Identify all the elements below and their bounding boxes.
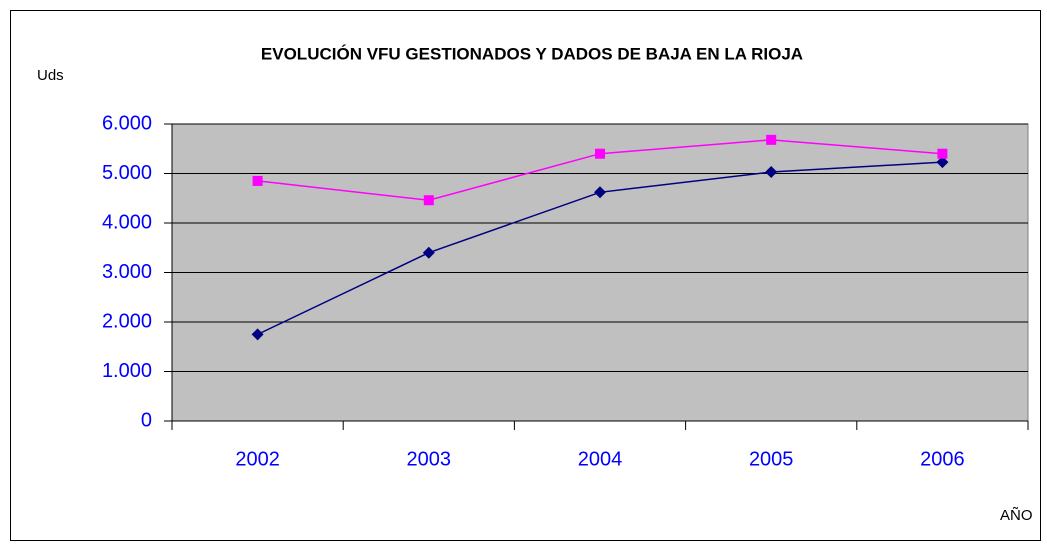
marker (936, 156, 949, 169)
marker (252, 175, 263, 186)
y-tick-label: 0 (141, 409, 152, 431)
y-tick-label: 3.000 (102, 261, 152, 283)
x-axis-label: AÑO (1000, 507, 1033, 524)
x-tick-label: 2004 (578, 448, 623, 470)
y-tick-label: 5.000 (102, 162, 152, 184)
y-axis-label: Uds (37, 67, 64, 84)
chart-title: EVOLUCIÓN VFU GESTIONADOS Y DADOS DE BAJ… (261, 44, 803, 63)
marker (937, 148, 948, 159)
marker (765, 166, 778, 179)
x-tick-label: 2003 (407, 448, 452, 470)
y-tick-label: 4.000 (102, 211, 152, 233)
y-tick-label: 6.000 (102, 112, 152, 134)
marker (422, 246, 435, 259)
x-tick-label: 2006 (920, 448, 965, 470)
marker (766, 134, 777, 145)
x-tick-label: 2005 (749, 448, 794, 470)
marker (594, 186, 606, 199)
marker (251, 328, 264, 341)
marker (595, 148, 605, 159)
y-tick-label: 1.000 (102, 360, 152, 382)
x-tick-label: 2002 (235, 448, 280, 470)
marker (423, 195, 434, 206)
y-tick-label: 2.000 (102, 310, 152, 332)
